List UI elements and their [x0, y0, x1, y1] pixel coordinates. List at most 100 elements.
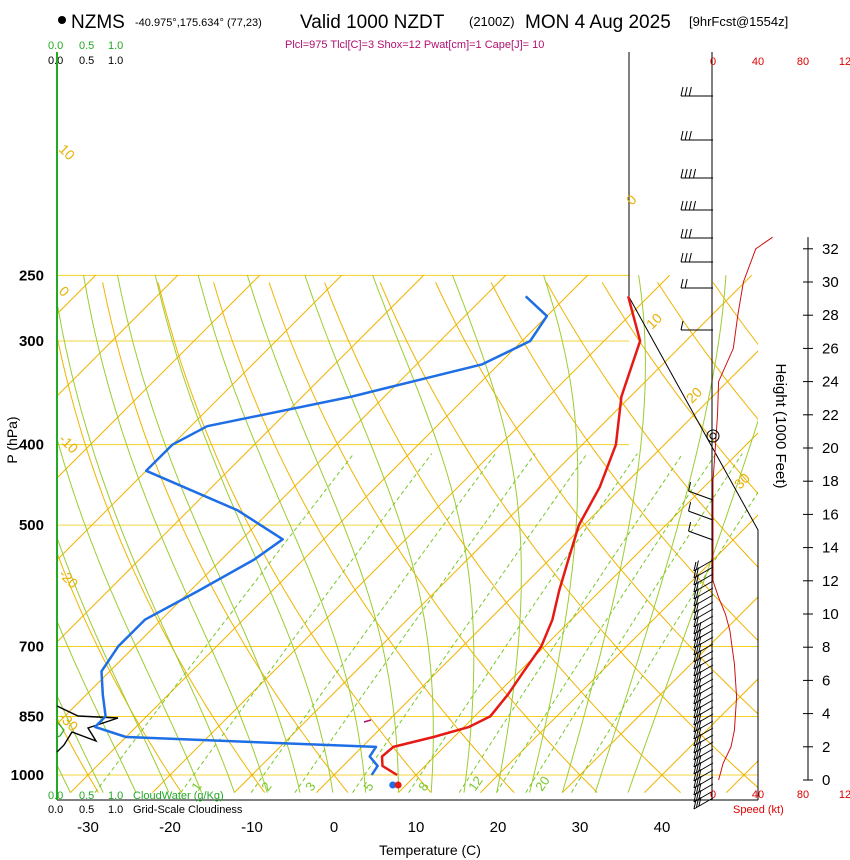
- wind-barb-flag: [693, 631, 697, 642]
- wind-barb: [693, 713, 714, 726]
- wind-barb-flag: [688, 521, 692, 532]
- temperature-tick: 20: [490, 819, 507, 836]
- wind-barb-flag: [684, 200, 688, 211]
- cloudiness-bottom-ticks: 0.0 0.5 1.0 Grid-Scale Cloudiness: [48, 804, 243, 816]
- dry-adiabat-label: -10: [56, 431, 82, 457]
- isotherm-line: [480, 514, 758, 793]
- wind-barb-flag: [693, 701, 697, 712]
- cloud-water-top-ticks: 0.0 0.5 1.0: [48, 40, 123, 52]
- mixing-ratio-line: [408, 453, 638, 793]
- height-tick: 18: [822, 473, 839, 490]
- cloudiness-label: Grid-Scale Cloudiness: [133, 804, 243, 816]
- wind-barb-flag: [695, 637, 699, 647]
- wind-barb-flag: [693, 757, 697, 768]
- pressure-tick: 300: [19, 333, 44, 350]
- wind-barb: [693, 671, 714, 684]
- wind-barb-flag: [695, 595, 699, 605]
- speed-tick: 0: [710, 789, 716, 801]
- wind-barb: [693, 755, 714, 768]
- wind-barb-flag: [695, 693, 699, 703]
- wind-barb-flag: [688, 168, 692, 179]
- speed-tick: 0: [710, 56, 716, 68]
- dry-adiabat-line: [379, 282, 758, 789]
- wind-barb: [693, 762, 714, 775]
- moist-adiabat-line: [57, 694, 104, 793]
- wind-barb-flag: [693, 624, 697, 635]
- dry-adiabat-label: 0: [623, 191, 640, 208]
- station-location: -40.975°,175.634° (77,23): [135, 17, 262, 29]
- wind-barb-flag: [684, 168, 688, 179]
- dry-adiabat-labels: 10 0 -10 -20 -30 0 10 20 30: [56, 141, 753, 735]
- moist-adiabat-line: [304, 275, 434, 793]
- wind-barb-flag: [695, 574, 699, 584]
- isotherm-line: [57, 274, 97, 315]
- wind-barb-flag: [698, 629, 702, 639]
- wind-barb-flag: [695, 742, 699, 752]
- wind-barb-flag: [693, 610, 697, 621]
- wind-barb: [693, 608, 714, 621]
- cloudiness-tick: 1.0: [108, 804, 123, 816]
- wind-barb-flag: [698, 734, 702, 744]
- wind-barb: [693, 706, 714, 719]
- wind-barb-flag: [695, 581, 699, 591]
- wind-barb: [693, 643, 714, 656]
- wind-barb: [693, 587, 714, 600]
- isotherm-line: [57, 274, 179, 397]
- wind-barb-flag: [688, 228, 692, 239]
- wind-barb: [688, 510, 714, 521]
- pressure-tick: 850: [19, 708, 44, 725]
- mixing-ratio-line: [180, 453, 433, 793]
- wind-barb: [693, 580, 714, 593]
- temperature-axis-label: Temperature (C): [379, 842, 481, 858]
- moist-adiabat-line: [627, 419, 758, 793]
- wind-barb-flag: [698, 643, 702, 653]
- height-tick: 6: [822, 672, 830, 689]
- wind-barb-flag: [695, 644, 699, 654]
- wind-barb-flag: [693, 561, 697, 572]
- dry-adiabat-line: [57, 717, 99, 793]
- wind-barb-flag: [695, 658, 699, 668]
- wind-barb: [693, 559, 714, 572]
- wind-barb-flag: [693, 568, 697, 579]
- dry-adiabat-line: [57, 333, 266, 793]
- wind-barb: [688, 490, 714, 501]
- height-tick: 24: [822, 374, 839, 391]
- temperature-tick: 30: [572, 819, 589, 836]
- temperature-tick: -10: [241, 819, 263, 836]
- freezing-level-marker: [706, 429, 720, 443]
- wind-barb-flag: [698, 727, 702, 737]
- wind-barb: [693, 748, 714, 761]
- wind-barb-flag: [698, 755, 702, 765]
- hodograph-panel-boundary: [628, 52, 759, 800]
- freezing-level-marker-inner: [709, 432, 717, 440]
- moist-adiabat-line: [197, 275, 367, 793]
- wind-barbs: [680, 86, 714, 810]
- temperature-tick: 0: [330, 819, 338, 836]
- mixing-ratio-label: 8: [415, 779, 431, 794]
- wind-barb-flag: [695, 728, 699, 738]
- wind-barb: [693, 776, 714, 789]
- wind-barb-flag: [693, 778, 697, 789]
- wind-barb-flag: [698, 699, 702, 709]
- wind-barb-flag: [680, 278, 684, 289]
- wind-barb-flag: [693, 722, 697, 733]
- wind-barb-flag: [695, 721, 699, 731]
- wind-barb-flag: [698, 783, 702, 793]
- wind-barb-flag: [695, 700, 699, 710]
- wind-barb-flag: [695, 784, 699, 794]
- wind-barb-flag: [680, 86, 684, 97]
- isotherm-line: [562, 596, 758, 793]
- isotherm-line: [57, 274, 261, 479]
- wind-barb-flag: [695, 651, 699, 661]
- cloud-water-tick: 1.0: [108, 790, 123, 802]
- wind-barb-flag: [684, 86, 688, 97]
- wind-barb: [693, 622, 714, 635]
- wind-barb-flag: [684, 278, 688, 289]
- dry-adiabat-line: [435, 282, 758, 715]
- cloudiness-tick: 1.0: [108, 55, 123, 67]
- lcl-marker: [363, 719, 372, 723]
- cloud-water-tick: 0.5: [79, 40, 94, 52]
- wind-barb-flag: [680, 252, 684, 263]
- speed-axis-top: 0 40 80 12: [710, 56, 850, 68]
- wind-barb-flag: [693, 589, 697, 600]
